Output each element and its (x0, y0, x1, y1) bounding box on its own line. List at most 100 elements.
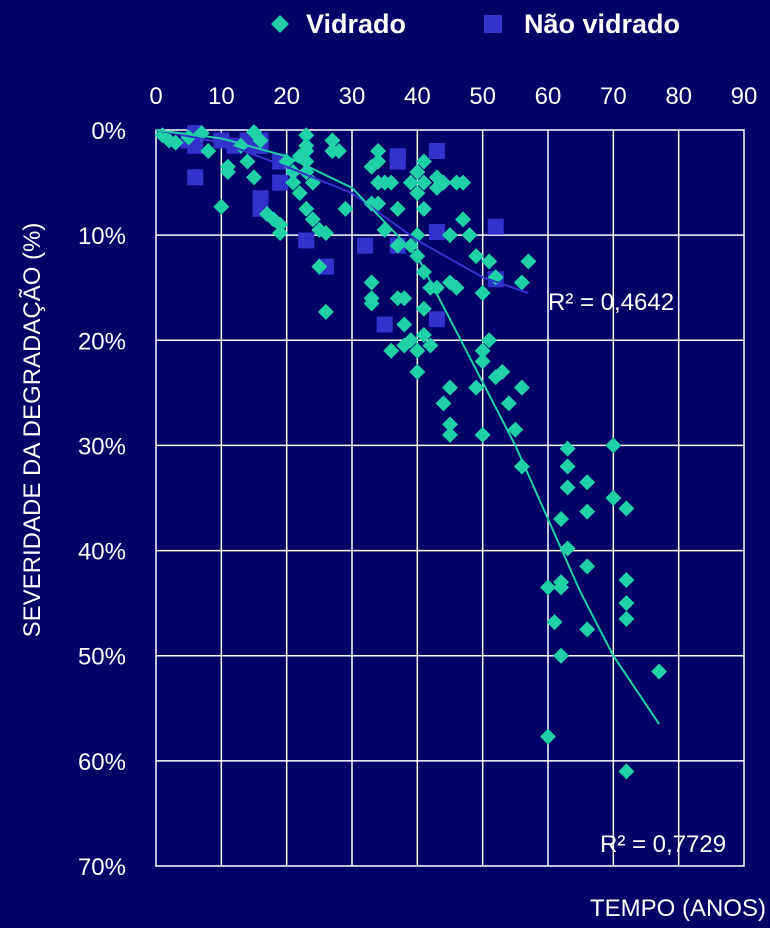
x-tick-label: 30 (339, 83, 366, 110)
vidrado-point (448, 279, 465, 296)
y-axis-ticks: 0% 10% 20% 30% 40% 50% 60% 70% (78, 118, 126, 881)
legend: Vidrado Não vidrado (271, 9, 680, 39)
vidrado-point (213, 198, 230, 215)
r2-label-nao-vidrado: R² = 0,7729 (600, 831, 726, 858)
vidrado-point (402, 237, 419, 254)
vidrado-point (402, 332, 419, 349)
vidrado-point (553, 579, 570, 596)
vidrado-point (422, 337, 439, 354)
vidrado-point (272, 216, 289, 233)
nao-vidrado-point (428, 223, 445, 240)
vidrado-point (396, 316, 413, 333)
x-tick-label: 0 (149, 83, 162, 110)
vidrado-point (442, 379, 458, 396)
vidrado-point (317, 225, 334, 242)
vidrado-point (559, 440, 576, 457)
vidrado-point (246, 169, 262, 186)
x-tick-label: 70 (600, 83, 627, 110)
vidrado-point (605, 490, 622, 506)
vidrado-point (435, 395, 452, 412)
y-tick-label: 40% (78, 539, 126, 566)
vidrado-point (317, 303, 334, 320)
vidrado-point (428, 279, 445, 296)
vidrado-point (409, 342, 426, 359)
vidrado-point (409, 164, 426, 181)
vidrado-point (363, 274, 380, 291)
legend-label-nao-vidrado: Não vidrado (524, 9, 680, 39)
vidrado-point (618, 500, 635, 517)
vidrado-point (468, 248, 485, 265)
vidrado-point (579, 621, 596, 638)
vidrado-point (389, 200, 406, 217)
vidrado-point (442, 426, 458, 443)
vidrado-point (298, 143, 315, 160)
vidrado-point (540, 579, 556, 596)
vidrado-point (285, 174, 302, 191)
vidrado-point (442, 416, 458, 433)
nao-vidrado-point (428, 311, 445, 328)
vidrado-point (415, 327, 432, 344)
nao-vidrado-point (272, 174, 289, 191)
vidrado-point (370, 153, 387, 170)
nao-vidrado-point (389, 153, 406, 170)
vidrado-point (415, 153, 432, 170)
vidrado-point (219, 164, 236, 181)
x-tick-label: 10 (208, 83, 235, 110)
y-tick-label: 0% (91, 118, 126, 145)
vidrado-point (167, 134, 184, 151)
vidrado-point (513, 379, 530, 396)
vidrado-point (559, 479, 576, 496)
y-tick-label: 60% (78, 749, 126, 776)
vidrado-point (415, 174, 432, 191)
x-tick-label: 60 (535, 83, 562, 110)
x-axis-ticks: 0 10 20 30 40 50 60 70 80 90 (149, 83, 757, 110)
vidrado-point (272, 225, 289, 242)
vidrado-point (291, 185, 308, 202)
vidrado-point (298, 200, 315, 217)
plot-border (155, 129, 745, 867)
trend-lines (155, 129, 660, 725)
vidrado-point (324, 132, 341, 149)
vidrado-point (494, 363, 511, 380)
nao-vidrado-point (187, 169, 204, 186)
vidrado-point (200, 143, 217, 160)
vidrado-point (546, 614, 563, 631)
vidrado-point (415, 200, 432, 217)
y-tick-label: 30% (78, 433, 126, 460)
x-tick-label: 80 (665, 83, 692, 110)
vidrado-point (311, 258, 328, 275)
vidrado-point (330, 143, 347, 160)
vidrado-point (618, 610, 635, 627)
vidrado-point (520, 253, 537, 270)
x-axis-label: TEMPO (ANOS) (590, 895, 766, 922)
vidrado-point (461, 227, 478, 244)
vidrado-point (553, 511, 570, 528)
x-tick-label: 20 (273, 83, 300, 110)
vidrado-point (409, 227, 426, 244)
vidrado-point (474, 426, 491, 443)
vidrado-point (540, 728, 556, 745)
vidrado-point (618, 763, 635, 780)
y-tick-label: 20% (78, 328, 126, 355)
vidrado-point (455, 211, 472, 228)
vidrado-point (474, 284, 491, 301)
y-tick-label: 70% (78, 854, 126, 881)
vidrado-point (579, 558, 596, 575)
vidrado-point (579, 503, 596, 520)
trend-line-nao-vidrado (155, 129, 660, 725)
vidrado-point (363, 295, 380, 312)
vidrado-point (651, 663, 668, 680)
data-points (154, 124, 668, 780)
vidrado-point (383, 174, 400, 191)
vidrado-point (409, 185, 426, 202)
vidrado-point (298, 153, 315, 170)
legend-label-vidrado: Vidrado (306, 9, 406, 39)
nao-vidrado-point (428, 143, 445, 160)
vidrado-point (468, 379, 485, 396)
vidrado-point (481, 332, 498, 349)
r2-label-vidrado: R² = 0,4642 (548, 289, 674, 316)
vidrado-point (435, 174, 452, 191)
vidrado-point (474, 342, 491, 359)
vidrado-point (559, 458, 576, 475)
